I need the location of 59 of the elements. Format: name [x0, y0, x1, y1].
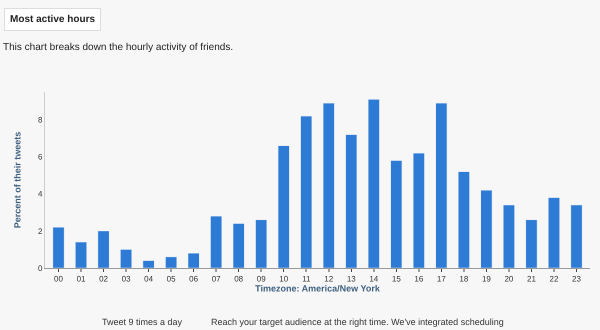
- y-tick-label: 2: [38, 226, 43, 236]
- bar: [98, 230, 110, 268]
- y-tick-label: 8: [38, 116, 43, 125]
- bar: [188, 252, 200, 268]
- bar: [210, 216, 222, 268]
- x-tick-label: 10: [279, 274, 289, 284]
- bar: [322, 102, 335, 268]
- text: Reach your target audience at the right time. We've integrated scheduling: [211, 317, 504, 327]
- x-tick-label: 19: [482, 274, 492, 284]
- x-tick-label: 07: [212, 274, 222, 284]
- x-tick-label: 14: [369, 274, 379, 284]
- bar: [232, 223, 245, 268]
- x-tick-label: 18: [459, 274, 469, 284]
- bar: [165, 256, 177, 268]
- x-tick-label: 00: [54, 274, 64, 284]
- x-axis-title: Timezone: America/New York: [255, 284, 381, 294]
- x-tick-label: 16: [414, 274, 424, 284]
- bar: [526, 220, 538, 268]
- bar: [458, 171, 470, 268]
- x-tick-label: 21: [526, 274, 536, 284]
- x-tick-label: 05: [166, 274, 176, 284]
- bar: [480, 190, 492, 268]
- x-tick-label: 17: [436, 274, 446, 284]
- bar: [142, 260, 154, 268]
- bar: [278, 145, 290, 268]
- y-tick-label: 0: [38, 264, 43, 273]
- text: Tweet 9 times a day: [102, 317, 183, 327]
- bar: [503, 204, 515, 268]
- bar: [345, 134, 358, 268]
- x-tick-label: 03: [122, 274, 132, 284]
- y-axis-title: Percent of their tweets: [12, 132, 22, 228]
- bar: [52, 226, 64, 268]
- x-tick-label: 08: [234, 274, 244, 284]
- x-tick-label: 02: [99, 274, 109, 284]
- x-tick-label: 12: [324, 274, 334, 284]
- bar: [300, 116, 312, 268]
- bar: [435, 102, 448, 268]
- bar: [120, 249, 132, 268]
- x-tick-label: 11: [302, 274, 311, 284]
- chart-title: Most active hours: [10, 14, 96, 25]
- x-tick-label: 13: [346, 274, 356, 284]
- bar: [75, 242, 87, 268]
- x-tick-label: 04: [144, 274, 154, 284]
- x-tick-label: 22: [550, 274, 559, 284]
- x-tick-label: 15: [392, 274, 402, 284]
- y-tick-label: 6: [38, 152, 43, 162]
- chart-subtitle: This chart breaks down the hourly activity of friends.: [3, 42, 234, 53]
- bar: [368, 99, 380, 268]
- bar: [570, 204, 582, 268]
- bar: [255, 220, 268, 268]
- bar: [412, 152, 425, 268]
- x-tick-label: 23: [572, 274, 582, 284]
- bar: [548, 197, 560, 268]
- x-tick-label: 09: [256, 274, 266, 284]
- x-tick-label: 06: [189, 274, 199, 284]
- x-tick-label: 20: [504, 274, 514, 284]
- bar: [390, 160, 402, 268]
- y-tick-label: 4: [38, 190, 43, 199]
- x-tick-label: 01: [76, 274, 86, 284]
